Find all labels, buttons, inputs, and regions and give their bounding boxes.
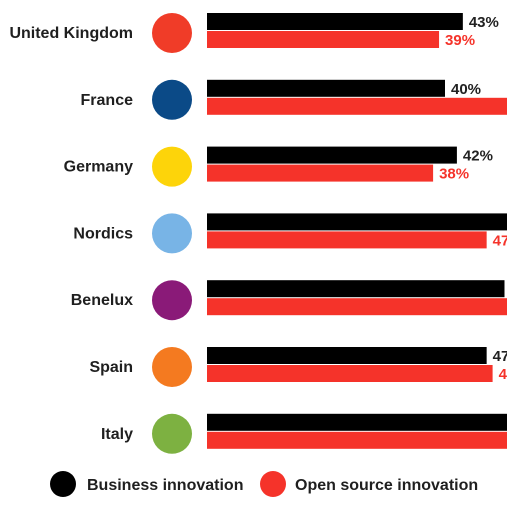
category-marker-nordics: [152, 213, 192, 254]
bar-business-innovation-spain: [207, 347, 487, 364]
category-marker-france: [152, 79, 192, 120]
category-label-italy: Italy: [101, 426, 133, 443]
legend-marker-open-source-innovation: [260, 471, 286, 497]
category-marker-spain: [152, 347, 192, 387]
bar-business-innovation-nordics: [207, 213, 507, 231]
bar-open-source-innovation-benelux: [207, 298, 507, 316]
data-label-business-innovation-spain: 47%: [493, 348, 507, 365]
bar-open-source-innovation-italy: [207, 431, 507, 449]
legend-marker-business-innovation: [50, 471, 76, 497]
category-marker-germany: [152, 146, 192, 187]
category-marker-italy: [152, 413, 192, 454]
legend-label-business-innovation: Business innovation: [87, 477, 243, 494]
bar-business-innovation-italy: [207, 413, 507, 431]
bar-business-innovation-benelux: [207, 280, 505, 298]
data-label-open-source-innovation-nordics: 47%: [493, 232, 507, 249]
category-label-france: France: [81, 92, 134, 109]
bar-business-innovation-united-kingdom: [207, 13, 463, 30]
data-label-business-innovation-germany: 42%: [463, 148, 493, 165]
category-label-benelux: Benelux: [71, 292, 133, 309]
data-label-open-source-innovation-spain: 48%: [499, 366, 507, 383]
bar-open-source-innovation-united-kingdom: [207, 31, 440, 48]
category-label-united-kingdom: United Kingdom: [9, 25, 133, 42]
data-label-open-source-innovation-germany: 38%: [439, 166, 469, 183]
legend: Business innovation Open source innovati…: [50, 471, 478, 497]
category-label-spain: Spain: [89, 359, 133, 376]
category-marker-united-kingdom: [152, 13, 192, 53]
bar-business-innovation-germany: [207, 146, 457, 164]
category-marker-benelux: [152, 280, 192, 321]
category-label-germany: Germany: [64, 159, 133, 176]
bar-open-source-innovation-nordics: [207, 231, 487, 249]
bar-open-source-innovation-germany: [207, 164, 434, 182]
data-label-business-innovation-united-kingdom: 43%: [469, 14, 499, 31]
data-label-business-innovation-france: 40%: [451, 81, 481, 98]
category-label-nordics: Nordics: [73, 225, 133, 242]
data-label-open-source-innovation-united-kingdom: 39%: [445, 32, 475, 49]
bar-business-innovation-france: [207, 79, 445, 97]
legend-label-open-source-innovation: Open source innovation: [295, 477, 478, 494]
bar-open-source-innovation-spain: [207, 365, 493, 382]
bar-open-source-innovation-france: [207, 97, 507, 115]
